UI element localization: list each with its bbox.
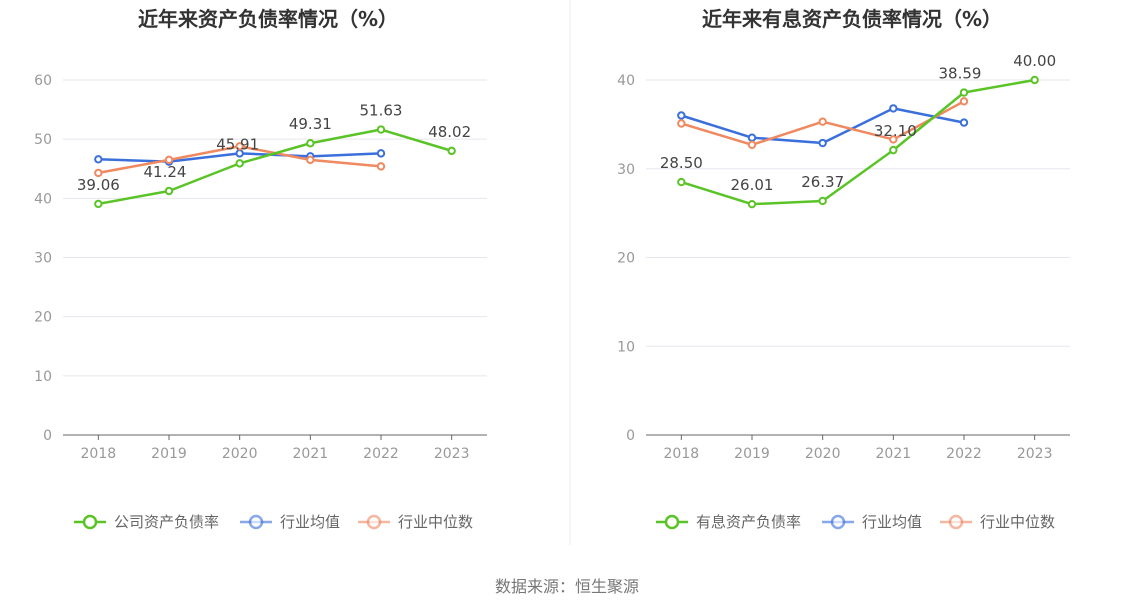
data-point-median[interactable] — [306, 155, 315, 165]
data-label: 26.01 — [731, 176, 774, 194]
x-tick-label: 2020 — [222, 446, 258, 462]
y-tick-label: 10 — [617, 339, 635, 355]
asset-liability-ratio-chart: 近年来资产负债率情况（%） 0 10 20 30 40 50 60 2018 2019 2020 20… — [34, 7, 487, 531]
data-point-median[interactable] — [235, 142, 244, 151]
legend-label: 行业均值 — [280, 513, 340, 531]
data-point-avg[interactable] — [889, 104, 898, 113]
x-tick-label: 2020 — [805, 446, 841, 462]
legend-marker-icon — [948, 514, 964, 530]
data-point-company[interactable] — [306, 139, 315, 148]
data-point-company[interactable] — [818, 196, 827, 206]
data-point-company[interactable] — [94, 199, 103, 209]
data-label: 51.63 — [360, 102, 403, 120]
data-point-company[interactable] — [447, 146, 456, 156]
x-tick-label: 2018 — [81, 446, 117, 462]
chart-title: 近年来资产负债率情况（%） — [138, 7, 398, 31]
data-label: 38.59 — [939, 65, 982, 83]
legend-item-company[interactable]: 公司资产负债率 — [74, 513, 219, 531]
legend-label: 行业中位数 — [980, 513, 1055, 531]
data-point-company[interactable] — [376, 125, 386, 134]
legend-marker-icon — [664, 514, 680, 530]
x-tick-label: 2023 — [1017, 446, 1053, 462]
y-tick-label: 60 — [34, 73, 52, 89]
legend-marker-icon — [366, 514, 382, 530]
y-tick-label: 0 — [43, 428, 52, 444]
legend-label: 行业中位数 — [398, 513, 473, 531]
data-label: 41.24 — [144, 163, 187, 181]
data-point-avg[interactable] — [94, 155, 103, 164]
data-point-median[interactable] — [376, 162, 386, 171]
legend-marker-icon — [830, 514, 846, 530]
data-point-company[interactable] — [959, 88, 969, 97]
y-tick-label: 30 — [34, 251, 52, 267]
data-point-median[interactable] — [889, 135, 898, 144]
data-label: 32.10 — [874, 122, 917, 140]
data-label: 40.00 — [1013, 52, 1056, 70]
y-tick-label: 40 — [617, 73, 635, 89]
x-tick-label: 2021 — [293, 446, 329, 462]
legend-marker-icon — [248, 514, 264, 530]
data-point-company[interactable] — [747, 199, 757, 209]
data-point-median[interactable] — [164, 155, 174, 165]
data-point-company[interactable] — [235, 159, 244, 168]
y-tick-label: 40 — [34, 191, 52, 207]
data-point-median[interactable] — [94, 168, 103, 178]
legend-marker-icon — [82, 514, 98, 530]
data-label: 49.31 — [289, 115, 332, 133]
legend-item-avg[interactable]: 行业均值 — [240, 513, 340, 531]
data-point-median[interactable] — [818, 117, 827, 126]
y-tick-label: 10 — [34, 369, 52, 385]
data-label: 28.50 — [660, 154, 703, 172]
x-tick-label: 2018 — [664, 446, 700, 462]
y-tick-label: 30 — [617, 162, 635, 178]
legend-item-avg[interactable]: 行业均值 — [822, 513, 922, 531]
series-line-company — [680, 78, 1035, 206]
data-point-avg[interactable] — [959, 118, 969, 127]
series-line-company — [98, 128, 453, 206]
data-point-median[interactable] — [747, 140, 757, 149]
data-point-avg[interactable] — [747, 133, 757, 142]
x-tick-label: 2022 — [363, 446, 399, 462]
x-tick-label: 2023 — [434, 446, 470, 462]
y-tick-label: 20 — [34, 310, 52, 326]
data-point-avg[interactable] — [677, 111, 686, 120]
source-note: 数据来源：恒生聚源 — [495, 577, 639, 596]
legend-label: 行业均值 — [862, 513, 922, 531]
data-point-company[interactable] — [677, 177, 686, 187]
y-tick-label: 0 — [626, 428, 635, 444]
x-tick-label: 2019 — [151, 446, 187, 462]
y-tick-label: 50 — [34, 132, 52, 148]
data-point-avg[interactable] — [818, 138, 827, 148]
legend-item-median[interactable]: 行业中位数 — [940, 513, 1055, 531]
legend-item-company[interactable]: 有息资产负债率 — [656, 513, 801, 531]
data-label: 45.91 — [216, 135, 259, 153]
data-point-company[interactable] — [164, 186, 174, 196]
data-label: 39.06 — [77, 176, 120, 194]
data-point-company[interactable] — [889, 145, 898, 155]
legend-item-median[interactable]: 行业中位数 — [358, 513, 473, 531]
interest-bearing-liability-ratio-chart: 近年来有息资产负债率情况（%） 0 10 20 30 40 2018 2019 2020 2021… — [617, 7, 1070, 531]
data-label: 26.37 — [801, 173, 844, 191]
data-point-company[interactable] — [1030, 75, 1039, 85]
data-point-avg[interactable] — [376, 149, 386, 158]
chart-title: 近年来有息资产负债率情况（%） — [702, 7, 1002, 31]
data-label: 48.02 — [428, 123, 471, 141]
data-point-median[interactable] — [959, 97, 969, 106]
x-tick-label: 2019 — [734, 446, 770, 462]
legend-label: 有息资产负债率 — [696, 513, 801, 531]
data-point-median[interactable] — [677, 119, 686, 128]
x-tick-label: 2022 — [946, 446, 982, 462]
legend-label: 公司资产负债率 — [114, 513, 219, 531]
x-tick-label: 2021 — [876, 446, 912, 462]
y-tick-label: 20 — [617, 251, 635, 267]
